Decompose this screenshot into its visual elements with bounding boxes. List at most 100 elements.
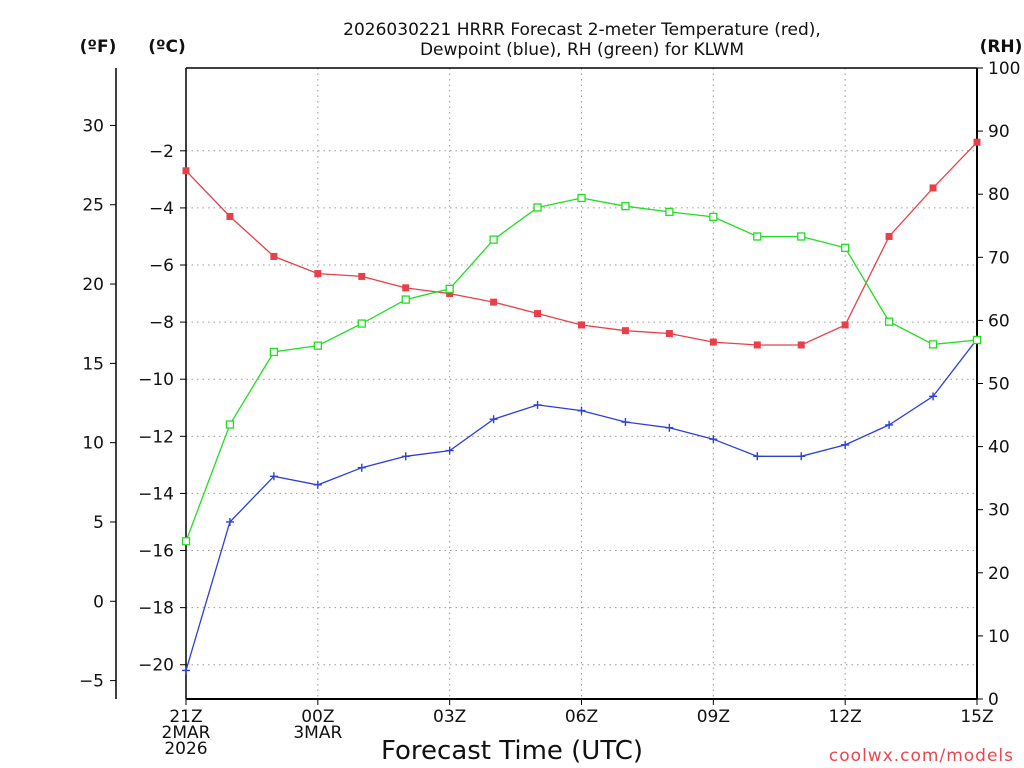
fahrenheit-tick-label: 10 xyxy=(82,434,104,454)
dewpoint-point xyxy=(577,406,586,415)
rh-point xyxy=(533,203,542,212)
rh-tick-label: 30 xyxy=(988,501,1010,521)
time-tick-label: 21Z xyxy=(169,707,202,727)
gridlines xyxy=(186,68,977,699)
rh-point xyxy=(225,420,235,429)
time-tick-label: 00Z xyxy=(301,707,334,727)
fahrenheit-tick-label: 25 xyxy=(82,196,104,216)
rh-point xyxy=(489,235,498,244)
time-tick-label: 09Z xyxy=(697,707,730,727)
chart-title-line-1: 2026030221 HRRR Forecast 2-meter Tempera… xyxy=(343,20,821,40)
temperature-point xyxy=(358,272,366,280)
dewpoint-point xyxy=(753,452,762,461)
rh-point xyxy=(665,207,674,217)
celsius-tick-label: −16 xyxy=(138,542,174,562)
temperature-point xyxy=(973,138,981,146)
dewpoint-point xyxy=(929,392,938,401)
temperature-point xyxy=(665,330,673,338)
temperature-point xyxy=(929,184,937,192)
dewpoint-point xyxy=(313,480,322,489)
rh-point xyxy=(181,537,191,546)
time-tick-label: 15Z xyxy=(960,707,993,727)
temperature-point xyxy=(621,327,629,335)
rh-tick-label: 20 xyxy=(988,564,1010,584)
rh-tick-label: 60 xyxy=(988,311,1010,331)
celsius-tick-label: −10 xyxy=(138,370,174,390)
temperature-point xyxy=(314,270,322,278)
rh-point xyxy=(841,243,850,252)
dewpoint-point xyxy=(841,440,850,449)
data-series xyxy=(181,138,982,675)
rh-tick-label: 10 xyxy=(988,627,1010,647)
celsius-tick-label: −12 xyxy=(138,427,174,447)
celsius-tick-label: −2 xyxy=(149,142,174,162)
rh-point xyxy=(269,347,279,357)
rh-point xyxy=(445,284,454,294)
celsius-tick-label: −8 xyxy=(149,313,174,333)
dewpoint-point xyxy=(489,415,498,424)
dewpoint-point xyxy=(225,517,234,526)
rh-point xyxy=(753,232,762,241)
dewpoint-point xyxy=(269,472,278,481)
unit-label-celsius: (ºC) xyxy=(148,37,186,57)
temperature-point xyxy=(578,321,585,329)
dewpoint-point xyxy=(665,423,674,432)
time-tick-label: 03Z xyxy=(433,707,466,727)
temperature-point xyxy=(753,341,761,349)
rh-point xyxy=(401,295,410,304)
dewpoint-point xyxy=(621,418,630,427)
rh-point xyxy=(577,193,586,203)
credit-text: coolwx.com/models xyxy=(829,746,1014,766)
unit-label-rh: (RH) xyxy=(980,37,1023,57)
rh-point xyxy=(884,317,894,326)
celsius-tick-label: −4 xyxy=(149,199,174,219)
rh-line xyxy=(185,197,978,542)
rh-tick-label: 0 xyxy=(988,690,999,710)
rh-tick-label: 100 xyxy=(988,59,1020,79)
dewpoint-point xyxy=(797,452,806,461)
chart-title-line-2: Dewpoint (blue), RH (green) for KLWM xyxy=(420,40,744,60)
unit-label-fahrenheit: (ºF) xyxy=(80,37,117,57)
temperature-point xyxy=(490,298,498,306)
temperature-point xyxy=(226,212,234,220)
temperature-point xyxy=(534,310,542,318)
fahrenheit-tick-label: −5 xyxy=(79,672,104,692)
rh-point xyxy=(797,232,806,241)
axes: −5051015202530−20−18−16−14−12−10−8−6−4−2… xyxy=(79,59,1021,759)
dewpoint-point xyxy=(533,400,542,409)
dewpoint-point xyxy=(709,435,718,444)
rh-tick-label: 80 xyxy=(988,185,1010,205)
rh-point xyxy=(972,335,982,345)
temperature-point xyxy=(841,321,849,329)
fahrenheit-tick-label: 0 xyxy=(93,592,104,612)
rh-tick-label: 90 xyxy=(988,122,1010,142)
fahrenheit-tick-label: 20 xyxy=(82,275,104,295)
time-tick-label: 06Z xyxy=(565,707,598,727)
temperature-point xyxy=(797,341,805,349)
dewpoint-point xyxy=(357,463,366,472)
rh-tick-label: 40 xyxy=(988,438,1010,458)
dewpoint-point xyxy=(885,420,894,429)
rh-point xyxy=(357,319,366,328)
rh-point xyxy=(709,212,718,222)
fahrenheit-tick-label: 15 xyxy=(82,354,104,374)
rh-tick-label: 70 xyxy=(988,248,1010,268)
time-tick-label: 2MAR xyxy=(162,723,211,743)
fahrenheit-tick-label: 5 xyxy=(93,513,104,533)
rh-tick-label: 50 xyxy=(988,375,1010,395)
temperature-point xyxy=(446,290,454,298)
temperature-point xyxy=(885,232,893,240)
celsius-tick-label: −20 xyxy=(138,656,174,676)
time-tick-label: 12Z xyxy=(829,707,862,727)
temperature-point xyxy=(182,167,190,175)
x-axis-title: Forecast Time (UTC) xyxy=(381,736,643,766)
temperature-point xyxy=(270,252,278,260)
celsius-tick-label: −6 xyxy=(149,256,174,276)
fahrenheit-tick-label: 30 xyxy=(82,116,104,136)
celsius-tick-label: −18 xyxy=(138,599,174,619)
rh-point xyxy=(928,340,938,349)
rh-point xyxy=(313,341,322,350)
temperature-point xyxy=(709,338,717,346)
temperature-point xyxy=(402,284,410,292)
